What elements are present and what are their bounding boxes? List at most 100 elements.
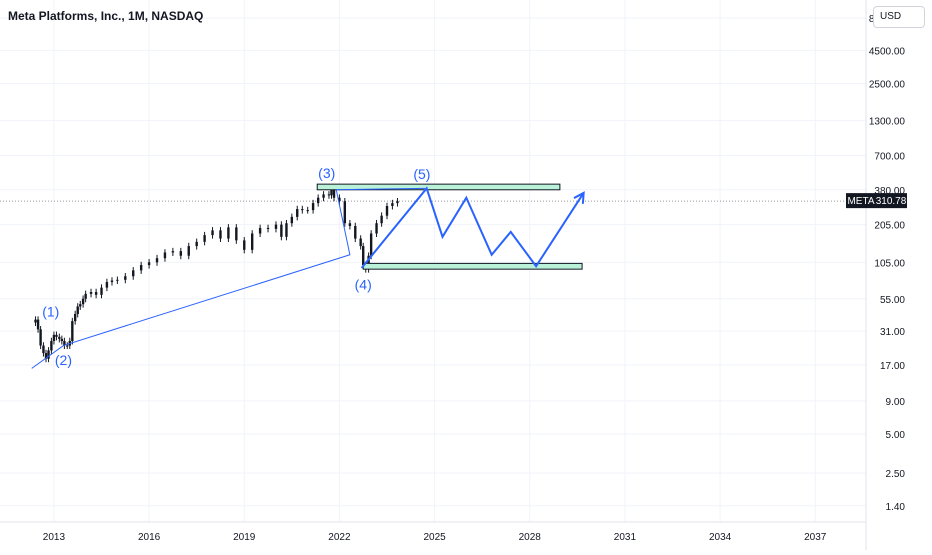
candle-body <box>73 313 77 322</box>
candle-body <box>274 224 278 229</box>
y-tick-label: 17.00 <box>880 361 905 372</box>
y-tick-label: 105.00 <box>874 258 905 269</box>
candle-body <box>311 203 315 211</box>
y-tick-label: 1.40 <box>886 502 906 513</box>
x-tick-label: 2025 <box>423 532 446 543</box>
candle-body <box>327 194 331 196</box>
price-tag-value: 310.78 <box>876 196 907 207</box>
candle-body <box>301 209 304 211</box>
candle-body <box>187 246 190 256</box>
candle-body <box>380 215 383 224</box>
candle-body <box>132 270 135 277</box>
candle-body <box>60 338 64 342</box>
wave-label[interactable]: (3) <box>318 165 335 181</box>
candle-body <box>44 353 48 359</box>
x-tick-label: 2034 <box>709 532 732 543</box>
wave-label[interactable]: (5) <box>413 166 430 182</box>
wave-label[interactable]: (2) <box>55 352 72 368</box>
grid <box>0 0 866 522</box>
support-zone[interactable] <box>362 262 583 270</box>
candle-body <box>52 334 56 342</box>
candle-body <box>391 203 394 207</box>
candle-body <box>116 279 119 281</box>
x-tick-label: 2022 <box>328 532 351 543</box>
candle-body <box>203 235 206 242</box>
x-tick-label: 2031 <box>614 532 637 543</box>
currency-button[interactable]: USD <box>873 6 925 28</box>
candle-body <box>285 223 288 237</box>
candle-body <box>266 227 270 229</box>
y-tick-label: 4500.00 <box>869 46 906 57</box>
candle-body <box>34 319 37 323</box>
y-tick-label: 380.00 <box>874 186 905 197</box>
symbol-tag-label: META <box>847 196 874 207</box>
axes: 8000.004500.002500.001300.00700.00380.00… <box>0 0 907 550</box>
candle-body <box>348 223 352 226</box>
candle-body <box>211 230 214 236</box>
candle-body <box>63 341 66 346</box>
candle-body <box>163 252 167 259</box>
forecast-path[interactable] <box>360 186 585 269</box>
candle-body <box>332 189 336 198</box>
forecast-arrowhead[interactable] <box>573 191 585 204</box>
candle-body <box>84 293 87 299</box>
candle-body <box>147 262 151 266</box>
candle-body <box>47 350 50 359</box>
y-tick-label: 205.00 <box>874 221 905 232</box>
candle-body <box>42 345 45 354</box>
wave-label[interactable]: (1) <box>42 304 59 320</box>
candle-body <box>71 321 74 342</box>
candle-body <box>195 241 198 247</box>
candle-body <box>55 334 58 337</box>
candle-body <box>243 240 246 250</box>
resistance-zone[interactable] <box>316 183 561 191</box>
candle-body <box>369 233 373 256</box>
y-tick-label: 2.50 <box>886 469 906 480</box>
candle-body <box>81 298 85 305</box>
candle-body <box>396 201 399 204</box>
candle-body <box>155 258 159 263</box>
y-tick-label: 700.00 <box>874 151 905 162</box>
candle-body <box>375 223 378 234</box>
candle-body <box>385 206 389 216</box>
candle-body <box>338 197 341 202</box>
x-tick-label: 2016 <box>138 532 161 543</box>
y-tick-label: 5.00 <box>886 430 906 441</box>
candle-body <box>235 227 238 241</box>
y-tick-label: 31.00 <box>880 327 905 338</box>
candle-body <box>171 251 175 253</box>
candle-body <box>110 280 114 283</box>
wave-label[interactable]: (4) <box>355 276 372 292</box>
candle-body <box>280 224 283 237</box>
candle-body <box>139 265 143 271</box>
candle-body <box>66 345 69 347</box>
y-tick-label: 1300.00 <box>869 116 906 127</box>
x-tick-label: 2019 <box>233 532 256 543</box>
candle-body <box>296 209 299 217</box>
candle-body <box>359 238 362 247</box>
candle-body <box>343 201 347 224</box>
y-tick-label: 55.00 <box>880 295 905 306</box>
candle-body <box>79 304 82 307</box>
candle-body <box>330 189 333 196</box>
candle-body <box>39 329 42 346</box>
candle-body <box>316 197 320 204</box>
candle-body <box>76 306 79 314</box>
candle-body <box>362 246 365 266</box>
current-price-tag: META 310.78 <box>846 193 907 209</box>
candle-body <box>258 227 262 234</box>
candle-body <box>100 287 103 295</box>
candle-body <box>354 225 357 239</box>
wave-trendline[interactable] <box>31 187 426 369</box>
price-tag-bg <box>876 193 907 209</box>
candle-body <box>290 216 294 224</box>
y-tick-label: 9.00 <box>886 397 906 408</box>
candle-body <box>227 227 230 239</box>
candle-body <box>50 341 53 351</box>
candle-body <box>306 210 309 212</box>
candle-body <box>58 336 61 339</box>
candle-body <box>179 251 183 256</box>
drawings[interactable]: (1) (2) (3) (4) (5) <box>31 165 585 369</box>
